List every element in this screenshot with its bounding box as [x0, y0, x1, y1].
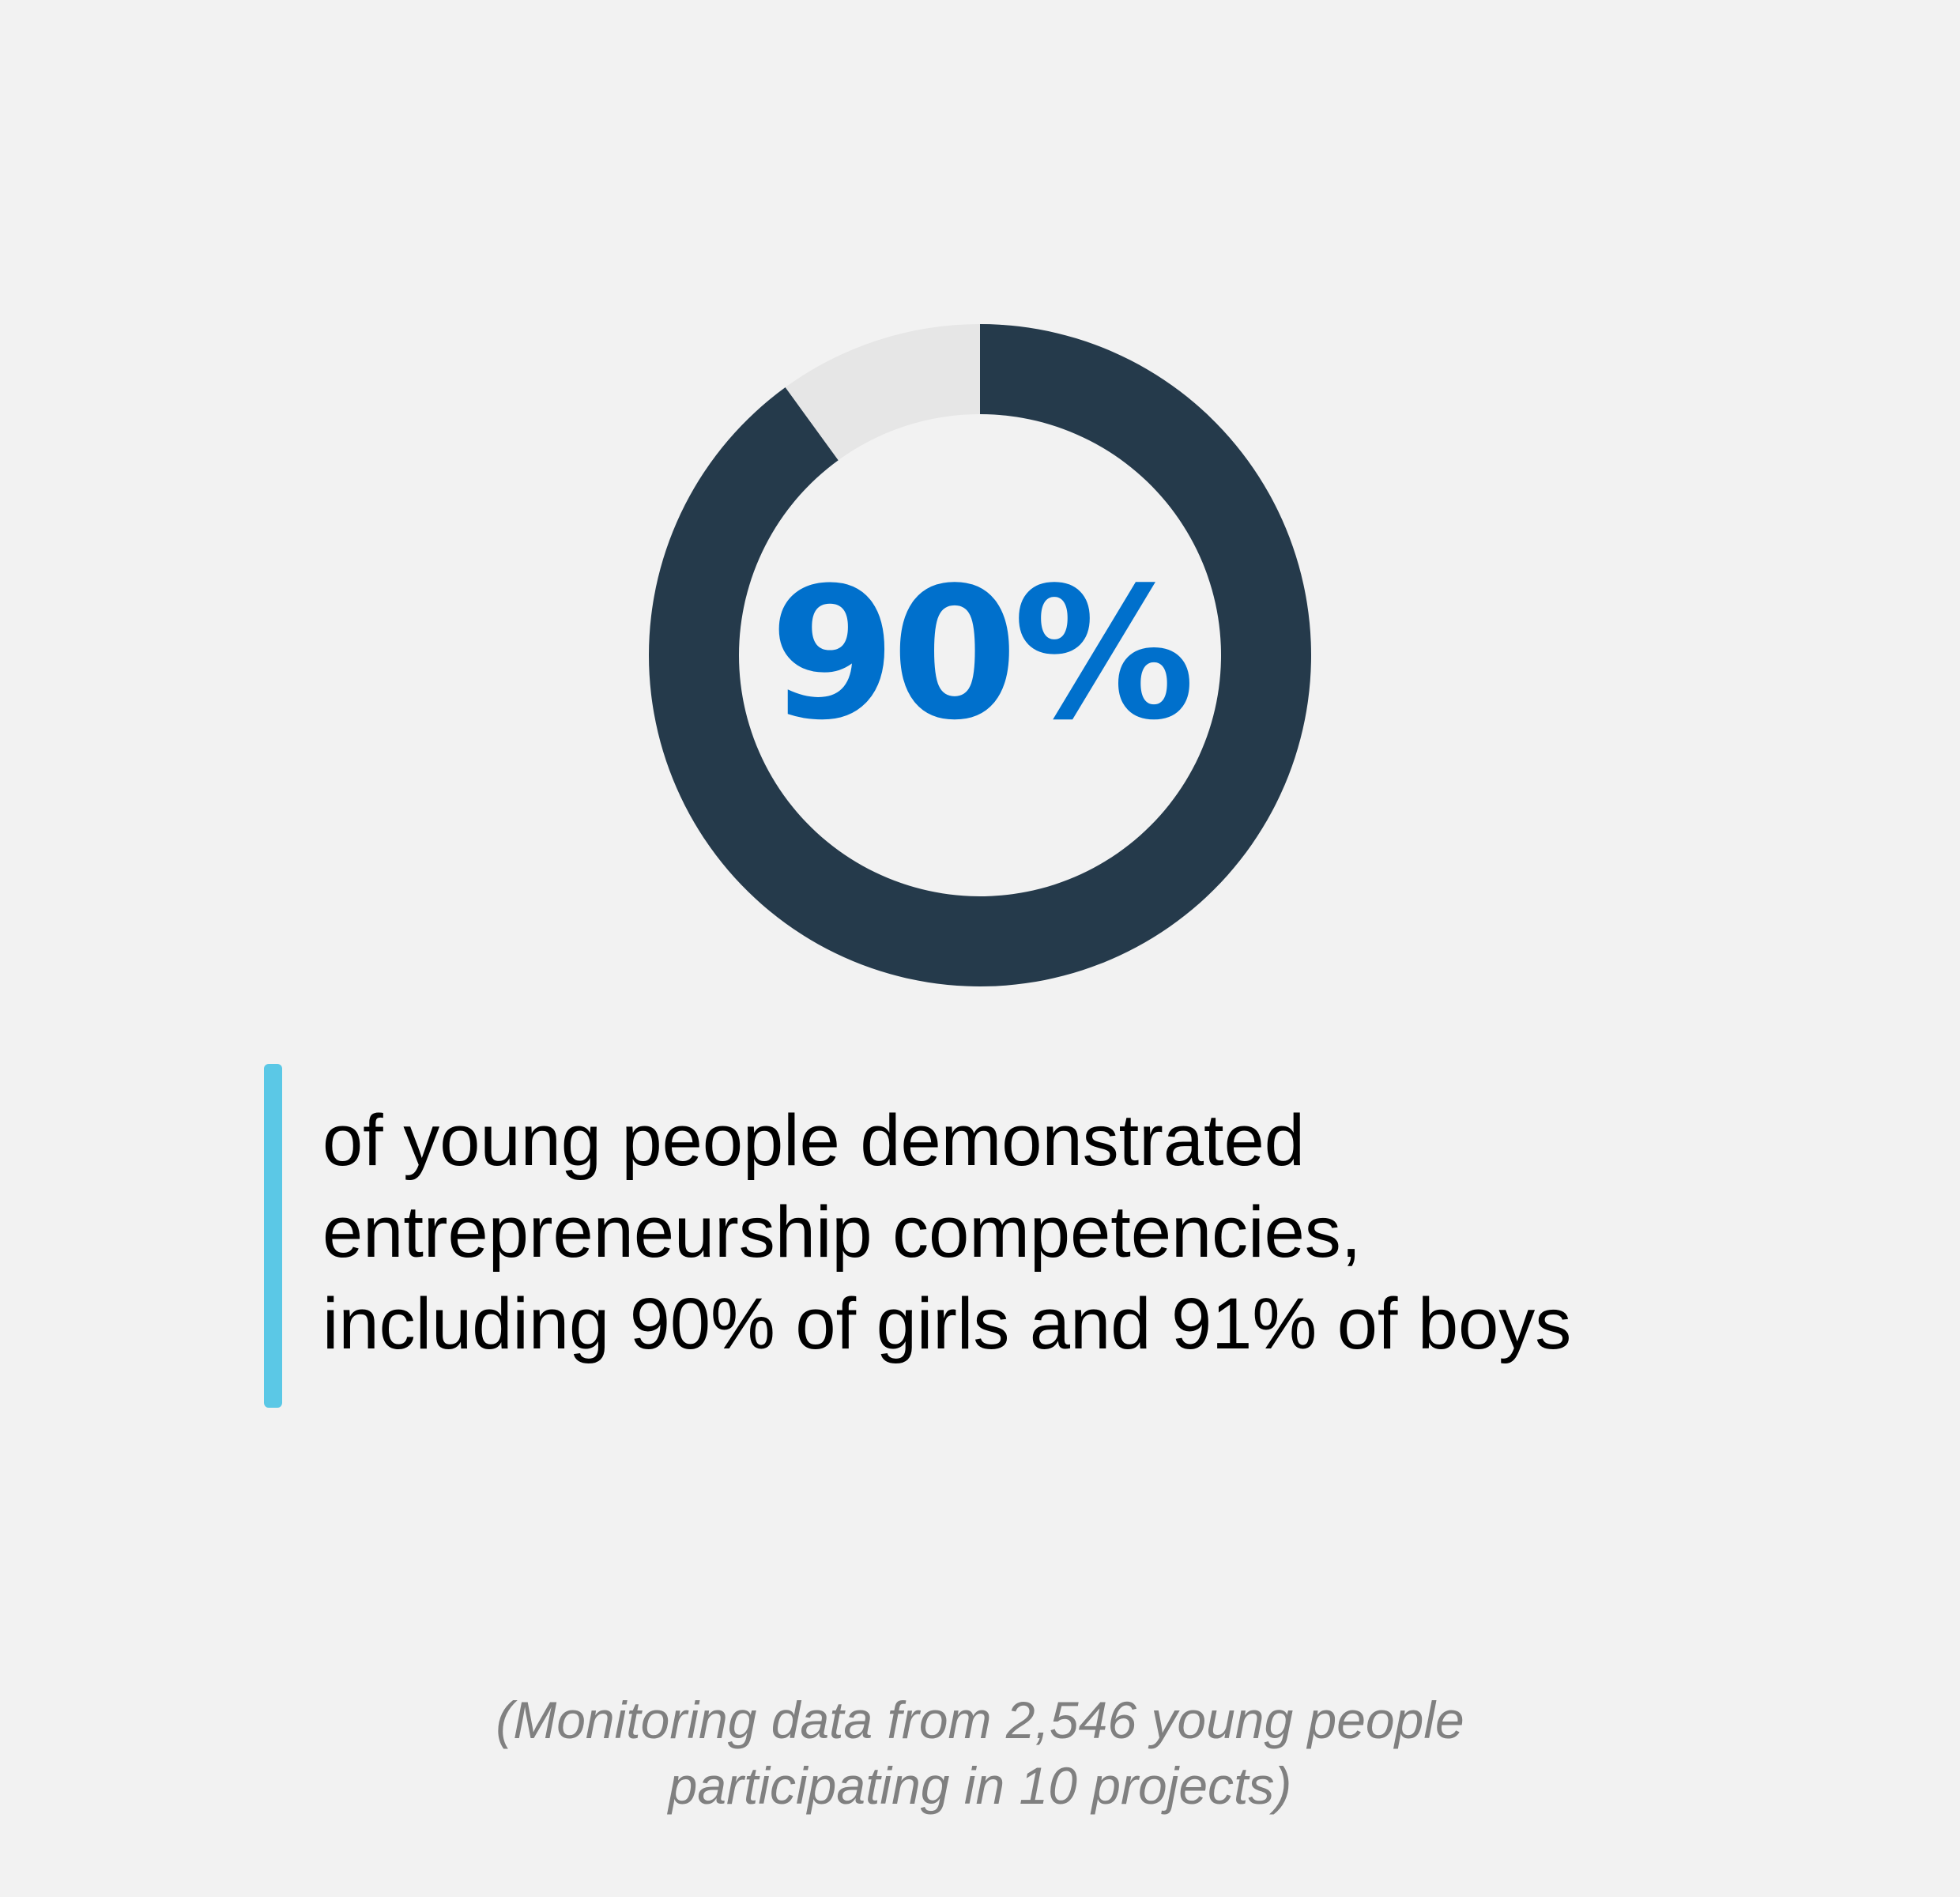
center-percentage: 90% [769, 549, 1196, 760]
donut-segment-remainder [785, 324, 980, 461]
footnote-line: (Monitoring data from 2,546 young people [496, 1691, 1464, 1749]
footnote-line: participating in 10 projects) [668, 1756, 1292, 1815]
description: of young people demonstrated entrepreneu… [322, 1095, 1571, 1370]
description-line: of young people demonstrated [322, 1100, 1305, 1181]
donut-chart [648, 324, 1311, 987]
footnote: (Monitoring data from 2,546 young people… [0, 1688, 1960, 1819]
accent-bar [264, 1064, 282, 1408]
description-line: entrepreneurship competencies, [322, 1192, 1362, 1273]
description-line: including 90% of girls and 91% of boys [322, 1284, 1572, 1364]
